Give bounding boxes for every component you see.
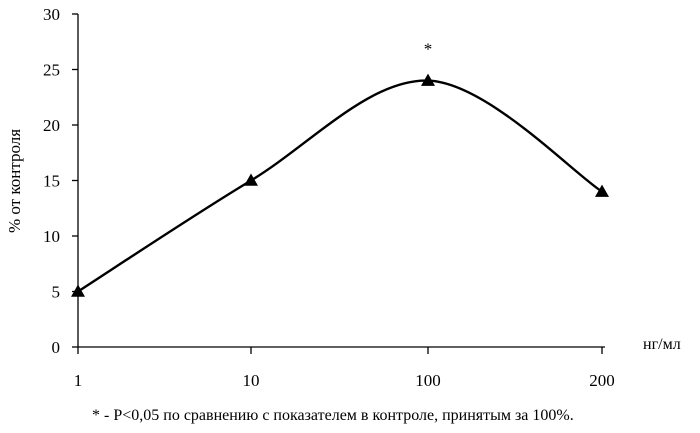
y-tick-label: 0 [52, 338, 61, 357]
y-tick-label: 5 [52, 283, 61, 302]
y-axis-label: % от контроля [5, 129, 24, 233]
x-ticks: 1 10 100 200 [74, 347, 615, 390]
series-markers [71, 74, 609, 297]
y-tick-label: 15 [43, 172, 60, 191]
x-tick-label: 100 [415, 371, 441, 390]
x-axis-unit-label: нг/мл [643, 336, 681, 353]
data-point-marker [595, 185, 609, 197]
x-axis: 1 10 100 200 [74, 347, 615, 390]
x-tick-label: 1 [74, 371, 83, 390]
data-point-marker [244, 174, 258, 186]
series-line [78, 81, 602, 292]
annotations: * [424, 40, 433, 59]
significance-asterisk: * [424, 40, 433, 59]
y-axis: 0 5 10 15 20 25 30 [43, 5, 78, 357]
data-point-marker [71, 285, 85, 297]
x-tick-label: 200 [589, 371, 615, 390]
x-tick-label: 10 [243, 371, 260, 390]
y-tick-label: 30 [43, 5, 60, 24]
y-tick-label: 25 [43, 61, 60, 80]
y-tick-label: 20 [43, 116, 60, 135]
y-ticks: 0 5 10 15 20 25 30 [43, 5, 78, 357]
footnote: * - P<0,05 по сравнению с показателем в … [92, 407, 574, 424]
y-tick-label: 10 [43, 227, 60, 246]
